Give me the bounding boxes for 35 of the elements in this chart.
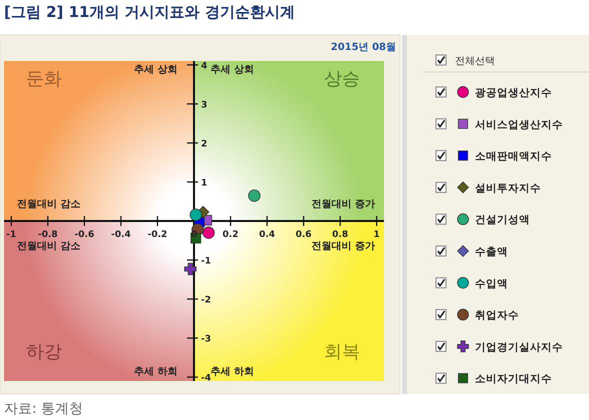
x-tick-label: 0.8 xyxy=(332,230,348,240)
x-tick-label: -0.4 xyxy=(111,230,131,240)
annotation: 전체선택 xyxy=(455,56,495,67)
y-tick-label: 4 xyxy=(201,61,208,72)
y-tick-label: -1 xyxy=(201,256,211,267)
annotation: 추세 상회 xyxy=(134,64,178,76)
annotation: 회복 xyxy=(324,342,360,363)
annotation: 2015년 08월 xyxy=(330,42,396,53)
title: [그림 2] 11개의 거시지표와 경기순환시계 xyxy=(4,3,295,21)
x-tick-label: 1 xyxy=(374,230,380,240)
annotation: 상승 xyxy=(324,68,360,90)
annotation: 추세 상회 xyxy=(210,64,254,76)
annotation: 추세 하회 xyxy=(210,366,254,378)
annotation: 전월대비 감소 xyxy=(16,198,80,210)
x-tick-label: 0.6 xyxy=(296,230,312,240)
annotation: 하강 xyxy=(26,342,62,363)
x-tick-label: 0 xyxy=(190,230,198,240)
annotation: 전월대비 증가 xyxy=(311,198,375,210)
x-tick-label: -1 xyxy=(6,230,16,240)
y-tick-label: 2 xyxy=(201,139,208,150)
y-tick-label: -2 xyxy=(201,296,211,306)
annotation: 둔화 xyxy=(26,68,62,90)
x-tick-label: -0.2 xyxy=(148,230,168,240)
annotation: 전월대비 증가 xyxy=(311,241,375,252)
y-tick-label: 3 xyxy=(201,100,208,110)
x-tick-label: -0.6 xyxy=(74,230,94,240)
annotation: 자료: 통계청 xyxy=(4,401,84,417)
y-tick-label: 1 xyxy=(201,178,208,188)
annotation: 전월대비 감소 xyxy=(16,241,80,252)
annotation: 추세 하회 xyxy=(134,366,178,378)
x-tick-label: 0.4 xyxy=(259,230,276,240)
y-tick-label: -3 xyxy=(201,334,211,345)
x-tick-label: -0.8 xyxy=(38,230,58,240)
x-tick-label: 0.2 xyxy=(222,230,239,240)
y-tick-label: -4 xyxy=(201,374,211,384)
